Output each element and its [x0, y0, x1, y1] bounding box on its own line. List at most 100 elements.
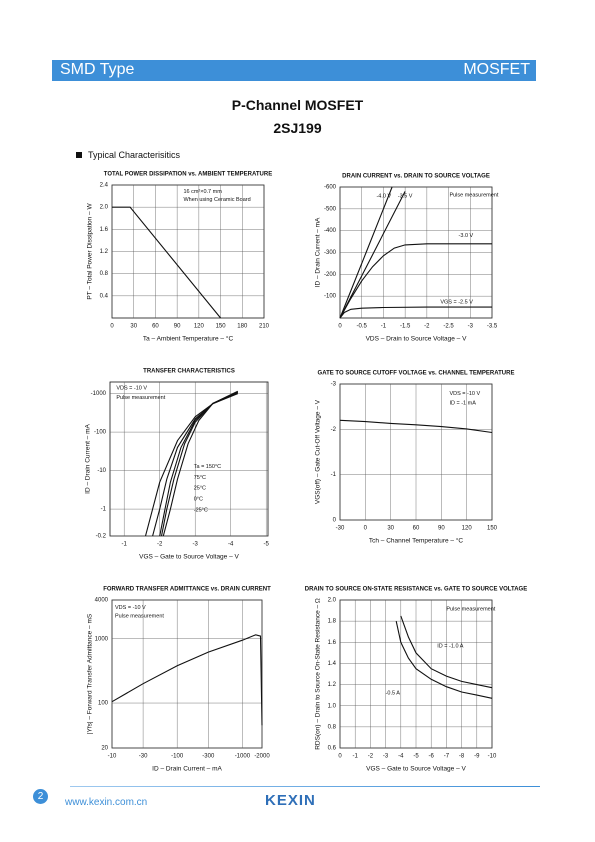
x-tick-label: 120 [194, 324, 205, 330]
y-tick-label: 1.0 [328, 703, 337, 709]
x-tick-label: 0 [338, 324, 342, 330]
x-tick-label: 0 [338, 754, 342, 760]
x-tick-label: -30 [139, 754, 148, 760]
x-axis-label: ID – Drain Current – mA [152, 766, 222, 773]
y-tick-label: -3 [331, 382, 337, 388]
y-tick-label: 1.4 [328, 661, 337, 667]
x-tick-label: 60 [152, 324, 159, 330]
y-tick-label: 1.6 [328, 640, 337, 646]
series-line [162, 390, 239, 537]
y-axis-label: VGS(off) – Gate Cut-Off Voltage – V [315, 399, 322, 504]
y-tick-label: 1.2 [328, 682, 337, 688]
y-tick-label: 2.4 [100, 183, 109, 189]
x-tick-label: -30 [336, 526, 345, 532]
plot-frame [109, 381, 269, 537]
chart-title: DRAIN TO SOURCE ON-STATE RESISTANCE vs. … [305, 587, 527, 593]
series-label: 75°C [194, 475, 206, 481]
y-tick-label: 0.8 [100, 271, 109, 277]
y-tick-label: 0.8 [328, 724, 337, 730]
y-axis-label: ID – Drain Current – mA [315, 217, 322, 287]
series-label: ID = -1.0 A [437, 643, 463, 649]
x-tick-label: -2 [368, 754, 374, 760]
annotation: 16 cm²×0.7 mm [183, 189, 222, 195]
x-tick-label: -2.5 [443, 324, 454, 330]
x-tick-label: 120 [462, 526, 473, 532]
y-tick-label: -500 [324, 206, 337, 212]
series-line [111, 634, 263, 726]
x-tick-label: -4 [398, 754, 404, 760]
chart-title: GATE TO SOURCE CUTOFF VOLTAGE vs. CHANNE… [318, 371, 515, 377]
x-tick-label: -3 [383, 754, 389, 760]
x-tick-label: 90 [438, 526, 445, 532]
x-tick-label: -9 [474, 754, 480, 760]
annotation: When using Ceramic Board [183, 197, 250, 203]
y-tick-label: -1 [101, 507, 107, 513]
y-tick-label: 2.0 [328, 598, 337, 604]
series-line [339, 186, 393, 319]
annotation: Pulse measurement [115, 614, 164, 620]
y-axis-label: |Yfs| – Forward Transfer Admittance – mS [87, 613, 94, 734]
x-tick-label: -1.5 [400, 324, 411, 330]
x-tick-label: 0 [110, 324, 114, 330]
annotation: VDS = -10 V [116, 386, 147, 392]
series-line [339, 243, 492, 319]
series-line [339, 306, 492, 319]
series-line [144, 393, 239, 537]
y-tick-label: -2 [331, 427, 337, 433]
annotation: VDS = -10 V [115, 605, 146, 611]
y-tick-label: 1.8 [328, 619, 337, 625]
header-right: MOSFET [463, 61, 530, 78]
annotation: Pulse measurement [116, 395, 165, 401]
series-line [395, 620, 493, 699]
annotation: Pulse measurement [446, 606, 495, 612]
y-tick-label: -400 [324, 228, 337, 234]
section-title: Typical Characterisitics [76, 150, 180, 160]
y-tick-label: -10 [97, 468, 106, 474]
x-tick-label: -3 [468, 324, 474, 330]
x-tick-label: 150 [487, 526, 498, 532]
y-tick-label: 0.4 [100, 293, 109, 299]
footer-logo: KEXIN [265, 792, 316, 809]
x-axis-label: VGS – Gate to Source Voltage – V [366, 766, 466, 773]
y-tick-label: -300 [324, 250, 337, 256]
x-tick-label: -300 [202, 754, 215, 760]
x-tick-label: 60 [413, 526, 420, 532]
x-tick-label: 30 [130, 324, 137, 330]
annotation: Pulse measurement [449, 192, 498, 198]
series-label: -25°C [194, 507, 208, 513]
x-tick-label: -1 [381, 324, 387, 330]
y-tick-label: -0.2 [96, 534, 107, 540]
x-tick-label: 180 [237, 324, 248, 330]
title-line2: 2SJ199 [273, 120, 322, 136]
y-tick-label: -1 [331, 472, 337, 478]
y-tick-label: -1000 [91, 391, 107, 397]
x-tick-label: -10 [488, 754, 497, 760]
x-tick-label: -0.5 [357, 324, 368, 330]
series-label: 0°C [194, 496, 203, 502]
y-axis-label: RDS(on) – Drain to Source On-State Resis… [315, 598, 322, 750]
x-tick-label: 90 [174, 324, 181, 330]
x-axis-label: Ta – Ambient Temperature – °C [143, 335, 234, 343]
y-tick-label: 100 [98, 701, 109, 707]
y-tick-label: -600 [324, 185, 337, 191]
series-label: -0.5 A [386, 691, 401, 697]
x-tick-label: -4 [228, 542, 234, 548]
y-tick-label: 0.6 [328, 746, 337, 752]
x-tick-label: -100 [171, 754, 184, 760]
series-label: VGS = -2.5 V [440, 300, 473, 306]
annotation: ID = -1 mA [449, 400, 476, 406]
x-tick-label: -2 [157, 542, 163, 548]
chart-title: FORWARD TRANSFER ADMITTANCE vs. DRAIN CU… [103, 587, 271, 593]
chart-title: DRAIN CURRENT vs. DRAIN TO SOURCE VOLTAG… [342, 174, 490, 180]
x-tick-label: -2000 [254, 754, 270, 760]
charts: TOTAL POWER DISSIPATION vs. AMBIENT TEMP… [85, 172, 528, 773]
series-line [339, 191, 406, 319]
series-label: 25°C [194, 486, 206, 492]
y-axis-label: ID – Drain Current – mA [85, 423, 92, 493]
plot-frame [111, 599, 263, 749]
x-axis-label: VGS – Gate to Source Voltage – V [139, 554, 239, 561]
y-tick-label: 1.2 [100, 249, 109, 255]
series-line [112, 206, 222, 319]
x-axis-label: Tch – Channel Temperature – °C [369, 537, 464, 545]
